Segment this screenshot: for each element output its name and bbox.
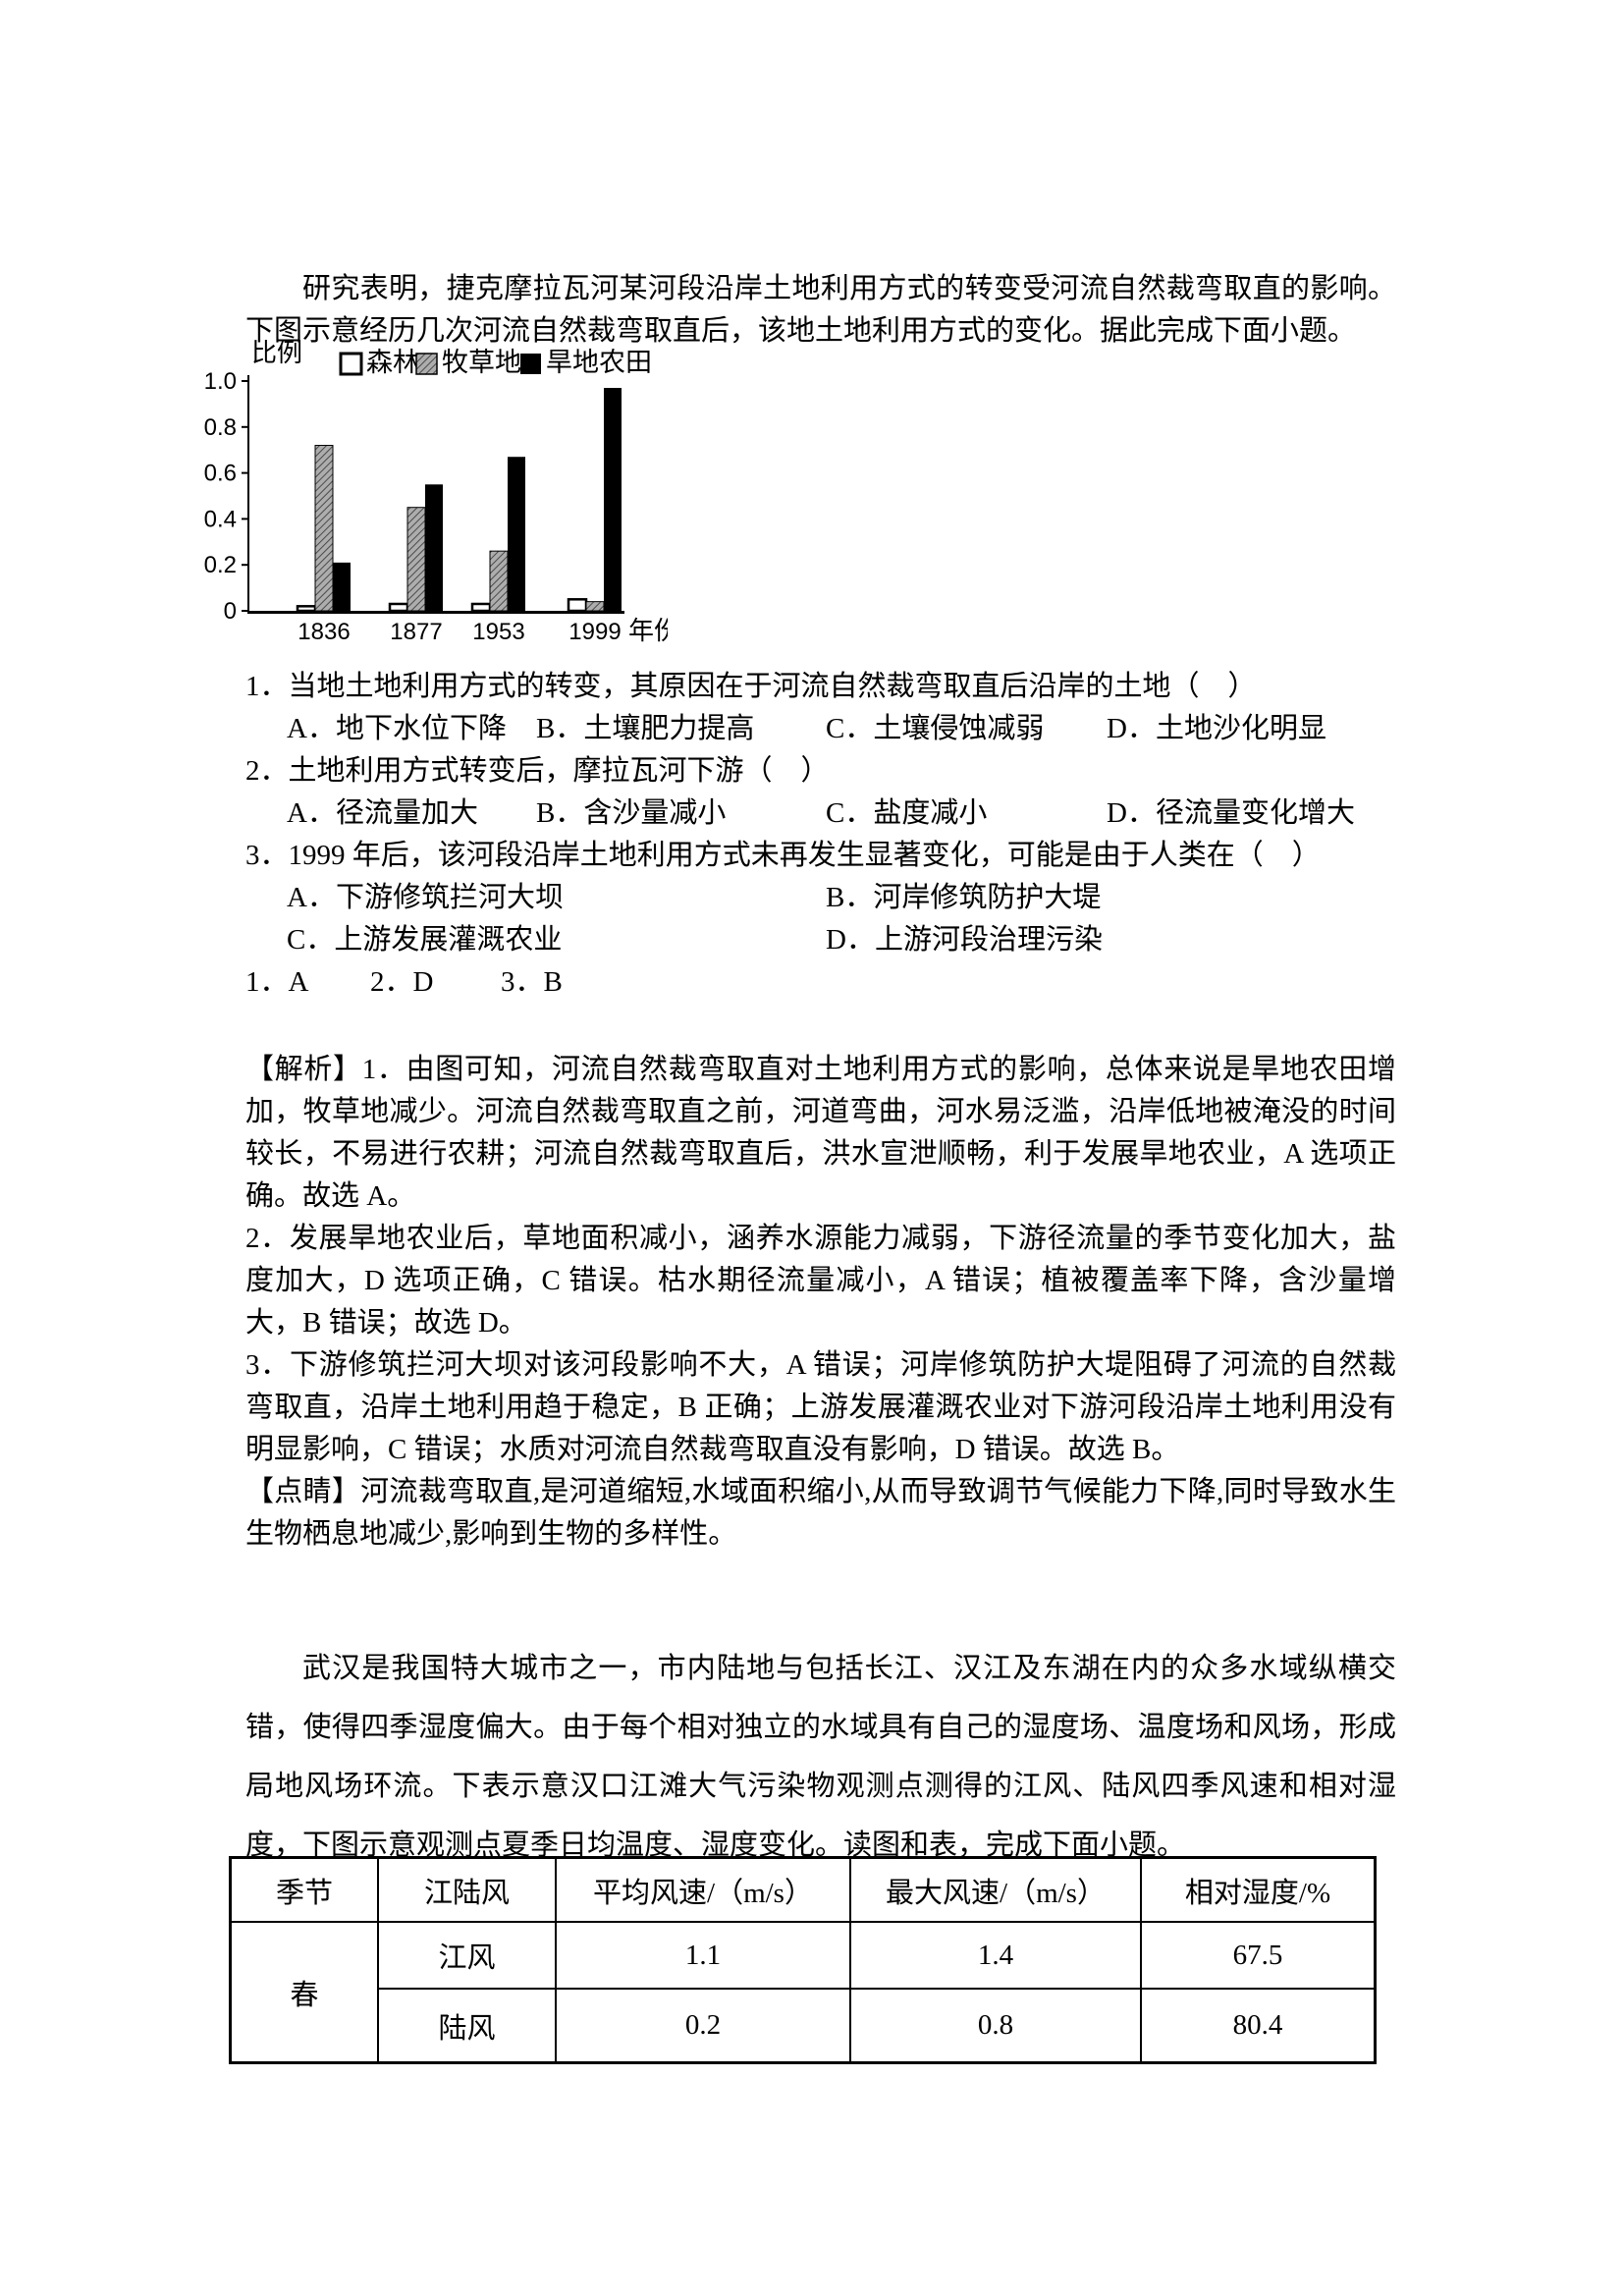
svg-text:0: 0 (224, 598, 237, 625)
question-3-options-cd: C．上游发展灌溉农业 D．上游河段治理污染 (245, 919, 1396, 961)
explanation-paragraph-1: 【解析】1．由图可知，河流自然裁弯取直对土地利用方式的影响，总体来说是旱地农田增… (245, 1054, 1396, 1212)
wuhan-passage: 武汉是我国特大城市之一，市内陆地与包括长江、汉江及东湖在内的众多水域纵横交错，使… (245, 1653, 1396, 1861)
cell-season: 春 (229, 1921, 379, 2064)
svg-text:1.0: 1.0 (204, 368, 237, 395)
cell-humidity: 67.5 (1140, 1921, 1377, 1990)
svg-text:旱地农田: 旱地农田 (546, 348, 652, 377)
option: D．上游河段治理污染 (826, 924, 1103, 956)
answer-line: 1．A 2．D 3．B (245, 961, 1396, 1004)
table-row: 陆风 0.2 0.8 80.4 (231, 1988, 1377, 2064)
cell-humidity: 80.4 (1140, 1988, 1377, 2064)
svg-text:0.6: 0.6 (204, 461, 237, 487)
key-point-paragraph: 【点睛】河流裁弯取直,是河道缩短,水域面积缩小,从而导致调节气候能力下降,同时导… (245, 1476, 1396, 1550)
table-header-row: 季节 江陆风 平均风速/（m/s） 最大风速/（m/s） 相对湿度/% (229, 1856, 1377, 1923)
answer-2: 2．D (370, 966, 434, 998)
intro-paragraph: 研究表明，捷克摩拉瓦河某河段沿岸土地利用方式的转变受河流自然裁弯取直的影响。下图… (245, 273, 1396, 347)
question-1-options: A．地下水位下降 B．土壤肥力提高 C．土壤侵蚀减弱 D．土地沙化明显 (245, 708, 1396, 750)
option: A．下游修筑拦河大坝 (287, 882, 564, 913)
header-season: 季节 (229, 1856, 379, 1923)
question-3-options-ab: A．下游修筑拦河大坝 B．河岸修筑防护大堤 (245, 877, 1396, 919)
svg-text:年份: 年份 (628, 616, 668, 645)
question-2-options: A．径流量加大 B．含沙量减小 C．盐度减小 D．径流量变化增大 (245, 793, 1396, 835)
cell-avg: 1.1 (555, 1921, 851, 1990)
svg-text:森林: 森林 (366, 348, 419, 377)
explanation-block: 【解析】1．由图可知，河流自然裁弯取直对土地利用方式的影响，总体来说是旱地农田增… (245, 1049, 1396, 1556)
svg-text:0.8: 0.8 (204, 414, 237, 441)
option: B．含沙量减小 (536, 797, 727, 829)
question-3-stem: 3．1999 年后，该河段沿岸土地利用方式未再发生显著变化，可能是由于人类在（ … (245, 840, 1321, 871)
explanation-paragraph-2: 2．发展旱地农业后，草地面积减小，涵养水源能力减弱，下游径流量的季节变化加大，盐… (245, 1223, 1396, 1339)
cell-max: 1.4 (849, 1921, 1142, 1990)
header-wind-type: 江陆风 (377, 1856, 557, 1923)
svg-text:牧草地: 牧草地 (442, 348, 521, 377)
question-block: 1．当地土地利用方式的转变，其原因在于河流自然裁弯取直后沿岸的土地（ ） A．地… (245, 666, 1396, 1004)
answer-1: 1．A (245, 966, 309, 998)
cell-wind: 江风 (377, 1921, 557, 1990)
answer-3: 3．B (501, 966, 563, 998)
option: B．土壤肥力提高 (536, 713, 755, 744)
option: A．地下水位下降 (287, 713, 507, 744)
header-avg-speed: 平均风速/（m/s） (555, 1856, 851, 1923)
cell-wind: 陆风 (377, 1988, 557, 2064)
svg-text:1836: 1836 (298, 619, 350, 645)
wind-humidity-table: 季节 江陆风 平均风速/（m/s） 最大风速/（m/s） 相对湿度/% 春 江风… (229, 1856, 1377, 2064)
option: A．径流量加大 (287, 797, 478, 829)
table-row: 春 江风 1.1 1.4 67.5 (229, 1921, 1377, 2064)
explanation-paragraph-3: 3．下游修筑拦河大坝对该河段影响不大，A 错误；河岸修筑防护大堤阻碍了河流的自然… (245, 1349, 1396, 1465)
option: C．土壤侵蚀减弱 (826, 713, 1045, 744)
option: B．河岸修筑防护大堤 (826, 882, 1102, 913)
cell-max: 0.8 (849, 1988, 1142, 2064)
svg-text:1999: 1999 (568, 619, 621, 645)
question-1-stem: 1．当地土地利用方式的转变，其原因在于河流自然裁弯取直后沿岸的土地（ ） (245, 671, 1257, 702)
wind-table-container: 季节 江陆风 平均风速/（m/s） 最大风速/（m/s） 相对湿度/% 春 江风… (229, 1856, 1377, 2064)
option: D．径流量变化增大 (1107, 797, 1355, 829)
option: C．上游发展灌溉农业 (287, 924, 563, 956)
option: D．土地沙化明显 (1107, 713, 1326, 744)
svg-text:0.4: 0.4 (204, 506, 237, 532)
landuse-bar-chart: 0 0.2 0.4 0.6 0.8 1.0 比例年份 1836 1877 1953 1999 森林 牧草… (196, 332, 679, 651)
question-2-stem: 2．土地利用方式转变后，摩拉瓦河下游（ ） (245, 755, 830, 787)
option: C．盐度减小 (826, 797, 988, 829)
cell-avg: 0.2 (555, 1988, 851, 2064)
svg-text:比例: 比例 (251, 338, 302, 367)
svg-text:0.2: 0.2 (204, 552, 237, 578)
header-humidity: 相对湿度/% (1140, 1856, 1377, 1923)
header-max-speed: 最大风速/（m/s） (849, 1856, 1142, 1923)
svg-text:1953: 1953 (472, 619, 524, 645)
svg-text:1877: 1877 (390, 619, 442, 645)
